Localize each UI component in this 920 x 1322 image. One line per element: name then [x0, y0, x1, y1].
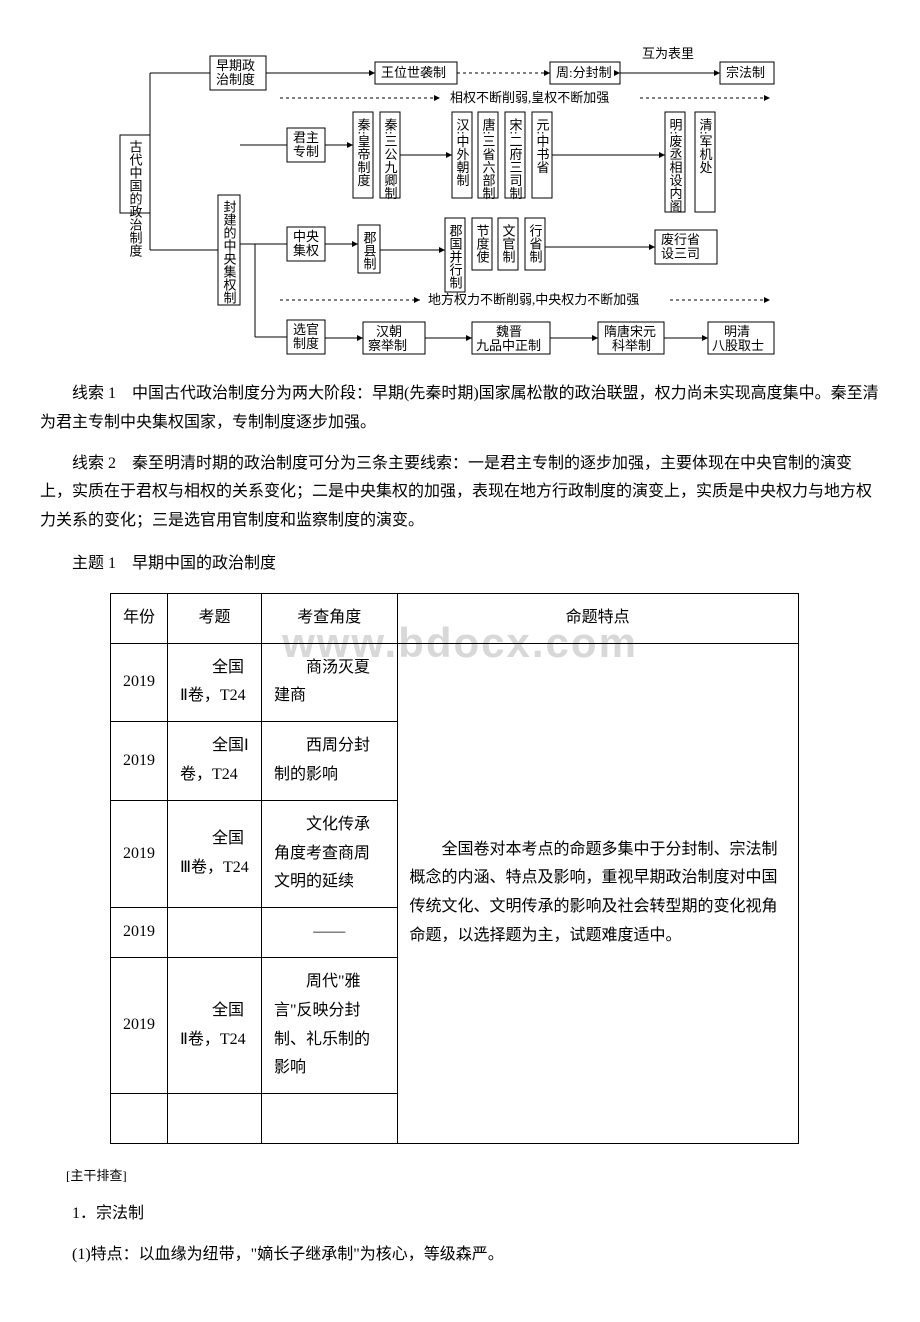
svg-text:行省制: 行省制: [528, 224, 543, 263]
svg-text:周:分封制: 周:分封制: [556, 65, 612, 80]
svg-text:中央集权: 中央集权: [293, 229, 319, 258]
svg-text:汉:中外朝制: 汉:中外朝制: [455, 118, 470, 187]
svg-text:隋唐宋元科举制: 隋唐宋元科举制: [604, 324, 656, 353]
box-root: 古代中国的政治制度: [128, 140, 143, 257]
svg-text:宗法制: 宗法制: [726, 65, 765, 80]
section-1-title: 1．宗法制: [40, 1200, 880, 1229]
exam-table: 年份 考题 考查角度 命题特点 2019 全国Ⅱ卷，T24 商汤灭夏建商 全国卷…: [110, 593, 799, 1144]
svg-text:宋:二府三司制: 宋:二府三司制: [508, 118, 523, 200]
col-exam: 考题: [168, 593, 262, 643]
svg-text:郡县制: 郡县制: [362, 231, 377, 270]
svg-text:清:军机处: 清:军机处: [698, 118, 713, 174]
svg-text:封建的中央集权制: 封建的中央集权制: [222, 200, 237, 304]
table-row: 2019 全国Ⅱ卷，T24 商汤灭夏建商 全国卷对本考点的命题多集中于分封制、宗…: [111, 643, 799, 722]
svg-text:选官制度: 选官制度: [293, 322, 319, 351]
subtitle-topic: 主题 1 早期中国的政治制度: [40, 550, 880, 579]
svg-text:元:中书省: 元:中书省: [535, 118, 550, 174]
svg-text:节度使: 节度使: [475, 224, 490, 263]
svg-text:秦:皇帝制度: 秦:皇帝制度: [356, 118, 371, 187]
section-1-body: (1)特点：以血缘为纽带，"嫡长子继承制"为核心，等级森严。: [40, 1241, 880, 1270]
svg-text:唐:三省六部制: 唐:三省六部制: [481, 117, 496, 200]
col-year: 年份: [111, 593, 168, 643]
svg-text:早期政治制度: 早期政治制度: [216, 58, 255, 87]
paragraph-1: 线索 1 中国古代政治制度分为两大阶段：早期(先秦时期)国家属松散的政治联盟，权…: [40, 380, 880, 438]
svg-text:秦:三公九卿制: 秦:三公九卿制: [383, 118, 398, 200]
feature-cell: 全国卷对本考点的命题多集中于分封制、宗法制概念的内涵、特点及影响，重视早期政治制…: [397, 643, 798, 1143]
col-feature: 命题特点: [397, 593, 798, 643]
svg-text:互为表里: 互为表里: [642, 46, 694, 61]
svg-text:王位世袭制: 王位世袭制: [381, 65, 446, 80]
svg-text:君主专制: 君主专制: [293, 130, 319, 159]
paragraph-2: 线索 2 秦至明清时期的政治制度可分为三条主要线索：一是君主专制的逐步加强，主要…: [40, 450, 880, 536]
section-label: [主干排查]: [40, 1164, 880, 1187]
svg-text:地方权力不断削弱,中央权力不断加强: 地方权力不断削弱,中央权力不断加强: [428, 292, 639, 307]
col-angle: 考查角度: [261, 593, 397, 643]
svg-text:明:废丞相设内阁: 明:废丞相设内阁: [668, 118, 683, 213]
svg-text:文官制: 文官制: [501, 224, 516, 263]
flowchart-diagram: 古代中国的政治制度 早期政治制度 王位世袭制 周:分封制 互为表里 宗法制 相权…: [100, 40, 820, 360]
svg-text:废行省设三司: 废行省设三司: [661, 232, 700, 261]
svg-text:郡国并行制: 郡国并行制: [448, 224, 463, 289]
svg-text:相权不断削弱,皇权不断加强: 相权不断削弱,皇权不断加强: [450, 90, 609, 105]
table-header-row: 年份 考题 考查角度 命题特点: [111, 593, 799, 643]
vertical-boxes-row1: 秦:皇帝制度 秦:三公九卿制 汉:中外朝制 唐:三省六部制 宋:二府三司制 元:…: [353, 112, 715, 213]
